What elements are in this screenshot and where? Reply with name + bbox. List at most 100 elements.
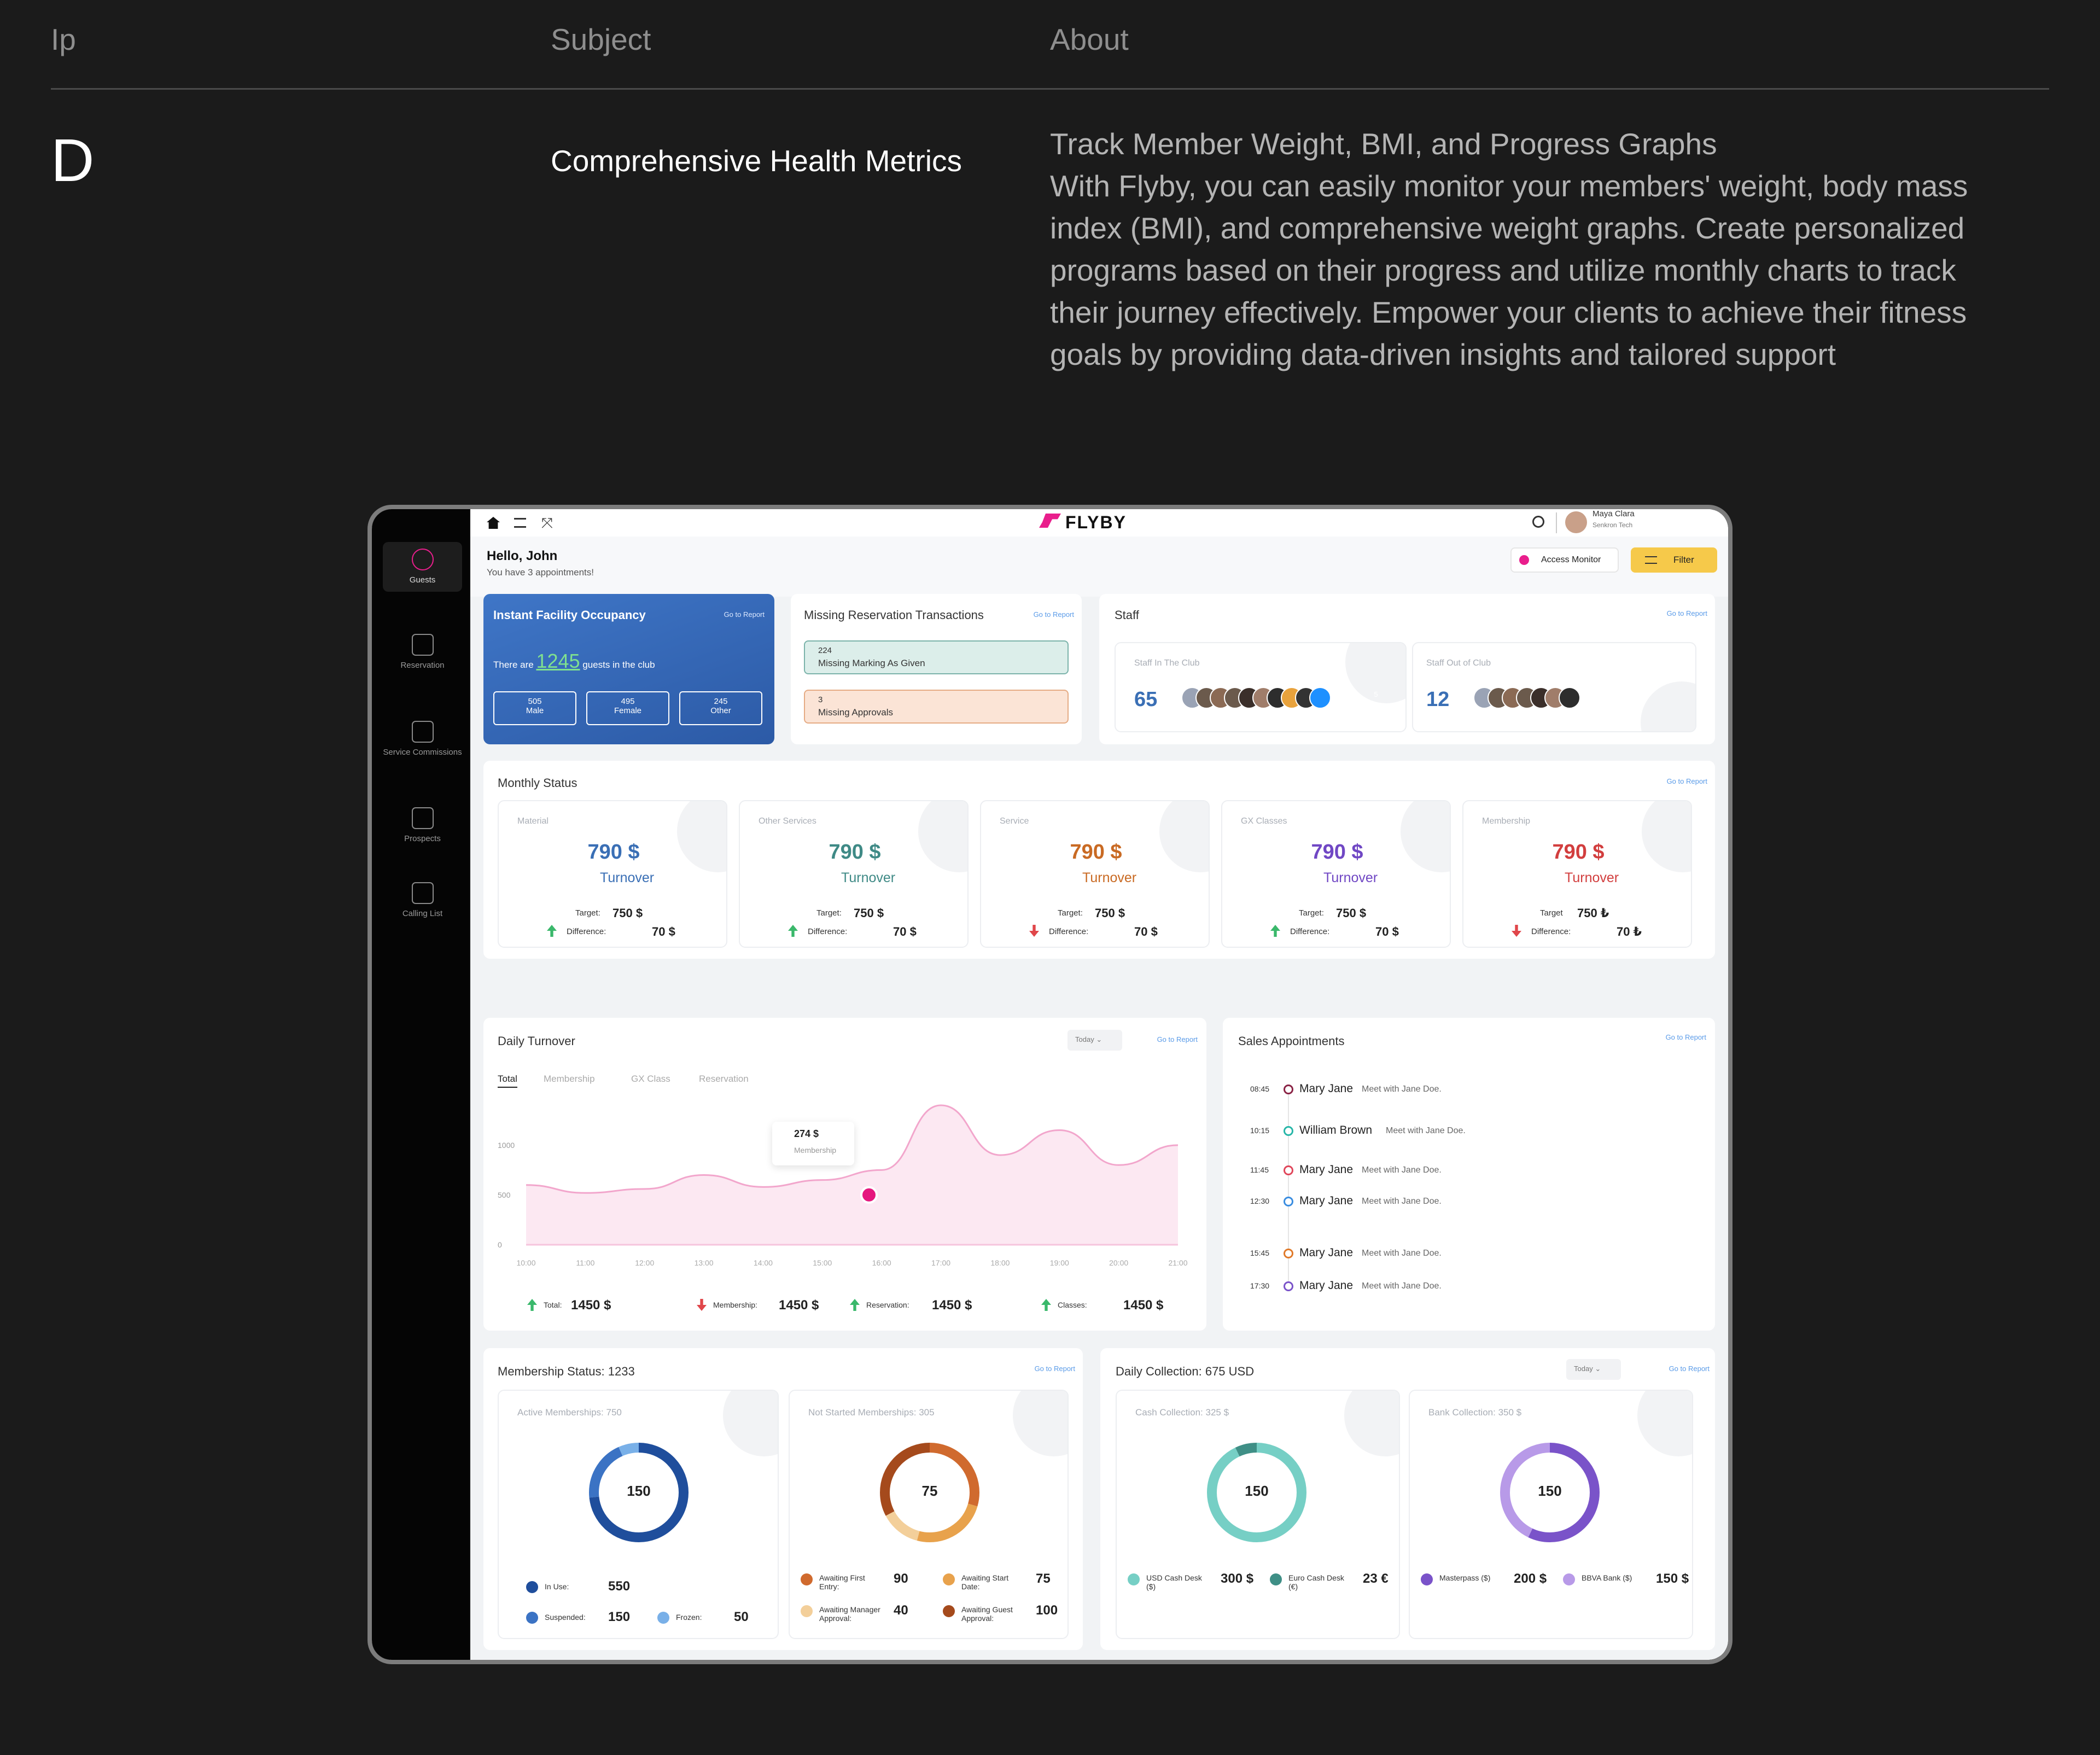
go-to-report-link[interactable]: Go to Report (1666, 609, 1707, 617)
appointment-name: William Brown (1299, 1124, 1373, 1136)
occupancy-box-male[interactable]: 505 Male (493, 691, 576, 725)
occupancy-box-value: 245 (714, 697, 728, 706)
row-subject: Comprehensive Health Metrics (551, 144, 962, 178)
monthly-card-gx-classes[interactable]: GX Classes 790 $ Turnover Target: 750 $ Diffe… (1221, 800, 1451, 948)
appointment-note: Meet with Jane Doe. (1362, 1085, 1442, 1094)
greeting-title: Hello, John (487, 549, 558, 563)
y-tick-label: 500 (498, 1191, 511, 1199)
sidebar-item-prospects[interactable]: Prospects (383, 807, 462, 844)
daily-total-label: Total: (544, 1301, 562, 1309)
menu-icon[interactable] (514, 518, 526, 528)
collection-period-select[interactable]: Today ⌄ (1566, 1359, 1621, 1380)
daily-total-label: Reservation: (866, 1301, 909, 1309)
go-to-report-link[interactable]: Go to Report (1666, 777, 1707, 785)
bank-collection-panel: Bank Collection: 350 $ 150 Masterpass ($) 2… (1409, 1390, 1693, 1639)
tab-total[interactable]: Total (498, 1074, 517, 1088)
appointment-note: Meet with Jane Doe. (1362, 1281, 1442, 1291)
y-tick-label: 1000 (498, 1141, 515, 1150)
missing-approvals-box[interactable]: 3 Missing Approvals (804, 690, 1069, 724)
turnover-area-chart[interactable]: 0 500 1000 10:00 11:00 12:00 13:00 14:00 15:00 16… (483, 1094, 1206, 1275)
home-icon[interactable] (487, 517, 500, 529)
timeline-line (1288, 1093, 1289, 1290)
x-tick-label: 11:00 (576, 1258, 594, 1267)
monthly-card-membership[interactable]: Membership 790 $ Turnover Target 750 ₺ Differ… (1462, 800, 1692, 948)
access-monitor-button[interactable]: Access Monitor (1510, 547, 1619, 573)
x-tick-label: 10:00 (516, 1258, 535, 1267)
legend-dot (943, 1573, 955, 1585)
occupancy-box-female[interactable]: 495 Female (586, 691, 669, 725)
donut-chart[interactable] (875, 1438, 984, 1547)
staff-in-panel: Staff In The Club 65 5 (1115, 642, 1407, 732)
sidebar-item-calling-list[interactable]: Calling List (383, 882, 462, 919)
go-to-report-link[interactable]: Go to Report (1157, 1035, 1198, 1043)
staff-title: Staff (1115, 608, 1139, 622)
go-to-report-link[interactable]: Go to Report (1665, 1033, 1706, 1041)
about-line: their journey effectively. Empower your … (1050, 295, 1967, 329)
legend-value: 200 $ (1514, 1571, 1547, 1586)
monthly-card-material[interactable]: Material 790 $ Turnover Target: 750 $ Differe… (498, 800, 727, 948)
chart-tooltip: 274 $ Membership (772, 1122, 854, 1165)
monthly-card-other-services[interactable]: Other Services 790 $ Turnover Target: 750 $ D… (739, 800, 969, 948)
appointment-item[interactable]: 10:15 William Brown Meet with Jane Doe. (1223, 1124, 1715, 1140)
go-to-report-link[interactable]: Go to Report (1033, 610, 1074, 619)
donut-chart[interactable] (1202, 1438, 1311, 1547)
appointment-item[interactable]: 08:45 Mary Jane Meet with Jane Doe. (1223, 1082, 1715, 1099)
go-to-report-link[interactable]: Go to Report (724, 610, 765, 619)
monthly-diff-label: Difference: (1049, 927, 1089, 936)
monthly-card-sub: Turnover (600, 870, 655, 885)
tab-membership[interactable]: Membership (544, 1074, 595, 1084)
donut-segment (589, 1443, 689, 1542)
monthly-card-service[interactable]: Service 790 $ Turnover Target: 750 $ Differen… (980, 800, 1210, 948)
tab-gx-class[interactable]: GX Class (631, 1074, 670, 1084)
about-line: goals by providing data-driven insights … (1050, 337, 1836, 371)
donut-chart[interactable] (584, 1438, 693, 1547)
sales-appointments-card: Sales Appointments Go to Report 08:45 Mar… (1223, 1018, 1715, 1331)
appointment-item[interactable]: 17:30 Mary Jane Meet with Jane Doe. (1223, 1279, 1715, 1296)
avatar[interactable] (1565, 511, 1587, 533)
appointment-time: 11:45 (1250, 1165, 1269, 1174)
series-line (526, 1104, 1179, 1194)
appointment-item[interactable]: 12:30 Mary Jane Meet with Jane Doe. (1223, 1194, 1715, 1211)
period-select[interactable]: Today ⌄ (1068, 1030, 1122, 1051)
tab-reservation[interactable]: Reservation (699, 1074, 749, 1084)
header-ip: Ip (51, 22, 76, 56)
appointment-item[interactable]: 15:45 Mary Jane Meet with Jane Doe. (1223, 1246, 1715, 1263)
occupancy-box-label: Male (526, 706, 544, 715)
staff-in-count: 65 (1134, 688, 1158, 711)
monthly-card-sub: Turnover (1323, 870, 1378, 885)
timeline-dot (1284, 1249, 1293, 1258)
search-icon[interactable] (1532, 516, 1544, 528)
appointment-time: 10:15 (1250, 1126, 1270, 1135)
appointment-item[interactable]: 11:45 Mary Jane Meet with Jane Doe. (1223, 1163, 1715, 1180)
staff-in-avatars[interactable] (1181, 687, 1331, 709)
occupancy-post: guests in the club (582, 660, 655, 670)
donut-segment (1207, 1443, 1306, 1542)
sidebar-item-guests[interactable]: Guests (383, 542, 462, 592)
go-to-report-link[interactable]: Go to Report (1669, 1365, 1710, 1373)
sidebar-item-reservation[interactable]: Reservation (383, 634, 462, 670)
sidebar-item-service-commissions[interactable]: Service Commissions (383, 721, 462, 757)
legend-dot (1421, 1573, 1433, 1585)
monthly-card-sub: Turnover (1565, 870, 1619, 885)
about-title: Track Member Weight, BMI, and Progress G… (1050, 127, 1717, 161)
expand-icon[interactable]: ⤧ (541, 515, 553, 531)
legend-value: 23 € (1363, 1571, 1389, 1586)
staff-out-avatars[interactable] (1473, 687, 1580, 709)
donut-chart[interactable] (1495, 1438, 1605, 1547)
legend-dot (1270, 1573, 1282, 1585)
occupancy-text: There are 1245 guests in the club (493, 650, 655, 673)
legend-dot (1563, 1573, 1575, 1585)
legend-label: Awaiting First Entry: (819, 1573, 865, 1591)
monthly-target-value: 750 $ (1336, 906, 1367, 920)
arrow-down-icon (697, 1299, 707, 1311)
missing-marking-box[interactable]: 224 Missing Marking As Given (804, 640, 1069, 674)
x-tick-label: 12:00 (635, 1258, 654, 1267)
legend-dot (657, 1612, 669, 1624)
go-to-report-link[interactable]: Go to Report (1034, 1365, 1075, 1373)
staff-in-label: Staff In The Club (1134, 658, 1200, 668)
missing-marking-label: Missing Marking As Given (818, 658, 925, 668)
filter-button[interactable]: Filter (1631, 547, 1717, 573)
missing-title: Missing Reservation Transactions (804, 608, 984, 622)
donut-center-value: 150 (627, 1483, 651, 1499)
occupancy-box-other[interactable]: 245 Other (679, 691, 762, 725)
